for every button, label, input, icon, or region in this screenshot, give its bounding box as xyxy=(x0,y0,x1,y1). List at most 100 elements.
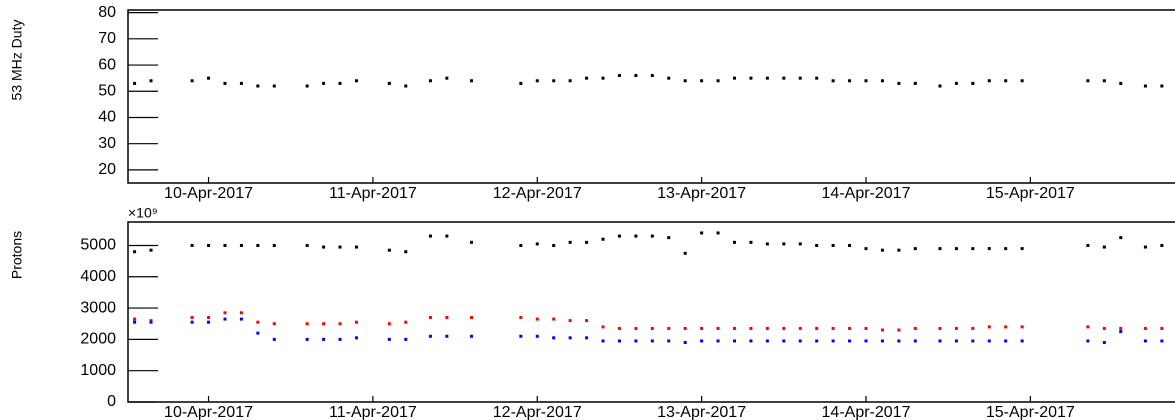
point xyxy=(848,243,852,247)
point xyxy=(733,339,737,343)
point xyxy=(445,334,449,338)
point xyxy=(798,76,802,80)
point xyxy=(519,81,523,85)
point xyxy=(1143,339,1147,343)
point xyxy=(256,84,260,88)
point xyxy=(1086,243,1090,247)
point xyxy=(938,326,942,330)
point xyxy=(913,247,917,251)
point xyxy=(207,76,211,80)
point xyxy=(585,240,589,244)
point xyxy=(782,242,786,246)
point xyxy=(815,326,819,330)
point xyxy=(848,79,852,83)
point xyxy=(1102,341,1106,345)
point xyxy=(1020,247,1024,251)
point xyxy=(1004,325,1008,329)
point xyxy=(568,319,572,323)
point xyxy=(765,76,769,80)
point xyxy=(470,240,474,244)
point xyxy=(634,234,638,238)
x-tick-label: 12-Apr-2017 xyxy=(493,185,582,202)
point xyxy=(354,79,358,83)
point xyxy=(683,79,687,83)
point xyxy=(470,315,474,319)
point xyxy=(338,81,342,85)
point xyxy=(552,317,556,321)
point xyxy=(223,311,227,315)
x-tick-label: 15-Apr-2017 xyxy=(986,404,1075,420)
y-tick-label: 30 xyxy=(98,135,116,152)
point xyxy=(552,79,556,83)
point xyxy=(650,326,654,330)
point xyxy=(601,325,605,329)
plot-frame xyxy=(127,221,1175,403)
point xyxy=(256,243,260,247)
point xyxy=(700,79,704,83)
point xyxy=(1143,245,1147,249)
point xyxy=(848,326,852,330)
point xyxy=(601,237,605,241)
x-tick-label: 11-Apr-2017 xyxy=(329,404,417,420)
point xyxy=(239,243,243,247)
point xyxy=(1160,243,1164,247)
point xyxy=(1102,79,1106,83)
point xyxy=(733,326,737,330)
point xyxy=(338,337,342,341)
point xyxy=(1119,81,1123,85)
point xyxy=(519,243,523,247)
point xyxy=(667,326,671,330)
point xyxy=(404,337,408,341)
point xyxy=(987,247,991,251)
point xyxy=(1020,325,1024,329)
point xyxy=(428,334,432,338)
point xyxy=(831,339,835,343)
point xyxy=(445,315,449,319)
point xyxy=(971,247,975,251)
point xyxy=(223,243,227,247)
y-tick-label: 3000 xyxy=(80,299,116,316)
point xyxy=(1004,247,1008,251)
point xyxy=(519,315,523,319)
point xyxy=(765,326,769,330)
point xyxy=(667,76,671,80)
point xyxy=(938,339,942,343)
point xyxy=(880,328,884,332)
point xyxy=(716,339,720,343)
point xyxy=(568,336,572,340)
point xyxy=(650,234,654,238)
point xyxy=(149,79,153,83)
point xyxy=(535,317,539,321)
point xyxy=(815,339,819,343)
point xyxy=(322,337,326,341)
point xyxy=(1160,326,1164,330)
point xyxy=(404,84,408,88)
point xyxy=(617,339,621,343)
point xyxy=(535,334,539,338)
point xyxy=(954,247,958,251)
point xyxy=(338,245,342,249)
point xyxy=(601,76,605,80)
x-tick-label: 13-Apr-2017 xyxy=(657,404,746,420)
point xyxy=(815,76,819,80)
point xyxy=(256,331,260,335)
point xyxy=(749,339,753,343)
point xyxy=(133,317,137,321)
point xyxy=(354,336,358,340)
x-tick-label: 10-Apr-2017 xyxy=(164,185,253,202)
point xyxy=(305,84,309,88)
point xyxy=(272,322,276,326)
point xyxy=(354,245,358,249)
point xyxy=(864,326,868,330)
y-tick-label: 0 xyxy=(107,393,116,410)
point xyxy=(733,76,737,80)
point xyxy=(913,339,917,343)
point xyxy=(831,79,835,83)
y-exponent: ×10⁹ xyxy=(128,205,158,221)
point xyxy=(831,326,835,330)
point xyxy=(223,81,227,85)
point xyxy=(552,243,556,247)
point xyxy=(897,339,901,343)
point xyxy=(519,334,523,338)
